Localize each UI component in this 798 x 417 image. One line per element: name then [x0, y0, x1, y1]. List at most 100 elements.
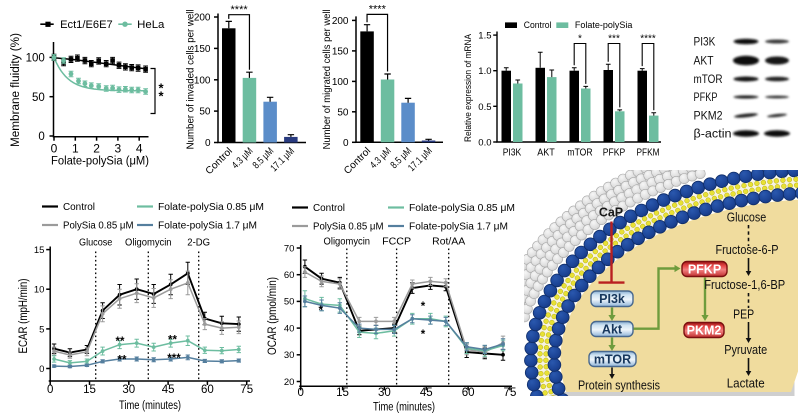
- svg-text:PEP: PEP: [733, 308, 754, 322]
- svg-text:Control: Control: [63, 202, 95, 213]
- svg-text:75: 75: [504, 387, 517, 399]
- svg-text:50: 50: [199, 107, 211, 118]
- svg-text:Pyruvate: Pyruvate: [724, 343, 767, 357]
- svg-text:AKT: AKT: [537, 148, 555, 159]
- svg-text:150: 150: [332, 46, 349, 57]
- svg-text:5: 5: [39, 324, 44, 335]
- svg-text:3: 3: [115, 142, 122, 156]
- svg-text:FCCP: FCCP: [382, 237, 411, 248]
- svg-text:100: 100: [332, 77, 349, 88]
- svg-text:0: 0: [39, 364, 44, 375]
- svg-text:*: *: [421, 301, 426, 313]
- svg-text:15: 15: [336, 387, 349, 399]
- svg-text:Folate-polySia: Folate-polySia: [575, 20, 633, 30]
- svg-text:Number of invaded cells per we: Number of invaded cells per well: [185, 9, 197, 149]
- svg-text:Protein synthesis: Protein synthesis: [578, 379, 660, 393]
- svg-text:**: **: [168, 335, 177, 347]
- svg-text:60: 60: [462, 387, 475, 399]
- svg-text:PFKP: PFKP: [688, 262, 721, 276]
- svg-text:CaP: CaP: [599, 206, 623, 220]
- svg-text:30: 30: [284, 350, 295, 361]
- svg-text:*: *: [158, 89, 164, 104]
- svg-text:mTOR: mTOR: [594, 352, 631, 366]
- svg-text:50: 50: [337, 107, 349, 118]
- svg-text:2: 2: [93, 142, 100, 156]
- svg-text:*: *: [158, 81, 164, 96]
- svg-text:0: 0: [47, 384, 53, 396]
- svg-text:70: 70: [284, 243, 295, 254]
- svg-text:Folate-polySia 1.7 μM: Folate-polySia 1.7 μM: [409, 222, 508, 233]
- svg-text:Time (minutes): Time (minutes): [119, 400, 181, 412]
- svg-text:Folate-polySia (μM): Folate-polySia (μM): [51, 156, 149, 168]
- svg-text:Control: Control: [313, 203, 345, 214]
- svg-text:Glucose: Glucose: [727, 211, 767, 225]
- svg-text:****: ****: [231, 4, 249, 16]
- svg-text:mTOR: mTOR: [694, 74, 723, 86]
- svg-text:PFKP: PFKP: [603, 148, 626, 159]
- svg-text:0: 0: [51, 142, 58, 156]
- svg-text:ECAR (mpH/min): ECAR (mpH/min): [18, 278, 30, 353]
- svg-text:150: 150: [194, 44, 211, 55]
- svg-text:100: 100: [194, 75, 211, 86]
- svg-text:****: ****: [640, 34, 656, 45]
- svg-text:Control: Control: [524, 20, 552, 30]
- svg-text:Fructose-1,6-BP: Fructose-1,6-BP: [704, 278, 785, 292]
- svg-text:Oligomycin: Oligomycin: [324, 237, 371, 248]
- svg-text:Glucose: Glucose: [79, 238, 113, 249]
- svg-text:AKT: AKT: [694, 56, 714, 68]
- svg-text:1.5: 1.5: [478, 30, 491, 41]
- svg-text:15: 15: [34, 245, 45, 256]
- svg-text:*: *: [578, 34, 582, 45]
- svg-text:PFKP: PFKP: [694, 92, 718, 104]
- svg-text:PolySia 0.85 μM: PolySia 0.85 μM: [63, 221, 134, 232]
- svg-text:1: 1: [72, 142, 79, 156]
- svg-text:40: 40: [284, 323, 295, 334]
- svg-text:Relative expression of mRNA: Relative expression of mRNA: [463, 33, 474, 142]
- svg-text:β-actin: β-actin: [694, 129, 732, 141]
- svg-text:45: 45: [162, 384, 175, 396]
- svg-text:Akt: Akt: [602, 322, 623, 336]
- svg-text:60: 60: [201, 384, 214, 396]
- svg-text:****: ****: [369, 4, 387, 16]
- svg-text:Folate-polySia 0.85 μM: Folate-polySia 0.85 μM: [409, 203, 515, 214]
- svg-text:200: 200: [194, 13, 211, 24]
- svg-text:**: **: [116, 336, 125, 348]
- svg-text:HeLa: HeLa: [137, 19, 165, 31]
- svg-text:200: 200: [332, 16, 349, 27]
- svg-text:***: ***: [608, 34, 620, 45]
- svg-text:mTOR: mTOR: [567, 148, 592, 159]
- svg-text:***: ***: [167, 353, 181, 365]
- svg-text:Fructose-6-P: Fructose-6-P: [716, 243, 779, 257]
- svg-text:PKM2: PKM2: [694, 111, 723, 123]
- svg-text:Membrane fluidity (%): Membrane fluidity (%): [10, 33, 22, 147]
- svg-text:**: **: [118, 355, 127, 367]
- svg-text:30: 30: [122, 384, 135, 396]
- svg-text:Oligomycin: Oligomycin: [125, 238, 172, 249]
- svg-text:Lactate: Lactate: [727, 377, 765, 391]
- svg-text:PI3k: PI3k: [599, 292, 625, 306]
- svg-text:1.0: 1.0: [478, 66, 491, 77]
- svg-text:Folate-polySia 1.7 μM: Folate-polySia 1.7 μM: [158, 221, 257, 232]
- svg-text:PI3K: PI3K: [694, 37, 716, 49]
- svg-text:Rot/AA: Rot/AA: [432, 237, 465, 248]
- svg-text:*: *: [318, 305, 323, 317]
- svg-text:0: 0: [297, 387, 303, 399]
- svg-text:100: 100: [26, 53, 45, 65]
- svg-text:75: 75: [240, 384, 253, 396]
- svg-text:30: 30: [378, 387, 391, 399]
- svg-text:PKM2: PKM2: [687, 323, 722, 337]
- svg-text:2-DG: 2-DG: [187, 238, 210, 249]
- svg-text:50: 50: [284, 297, 295, 308]
- svg-text:15: 15: [83, 384, 96, 396]
- svg-text:Folate-polySia 0.85 μM: Folate-polySia 0.85 μM: [158, 202, 264, 213]
- svg-text:OCAR (pmol/min): OCAR (pmol/min): [267, 277, 279, 355]
- svg-text:50: 50: [32, 92, 45, 104]
- svg-text:PFKM: PFKM: [637, 148, 660, 159]
- svg-text:0: 0: [343, 138, 349, 149]
- svg-text:Ect1/E6E7: Ect1/E6E7: [60, 19, 113, 31]
- svg-text:0: 0: [38, 131, 44, 143]
- svg-text:Time (minutes): Time (minutes): [373, 402, 435, 414]
- svg-text:60: 60: [284, 270, 295, 281]
- svg-text:0.5: 0.5: [478, 102, 491, 113]
- svg-text:10: 10: [34, 285, 45, 296]
